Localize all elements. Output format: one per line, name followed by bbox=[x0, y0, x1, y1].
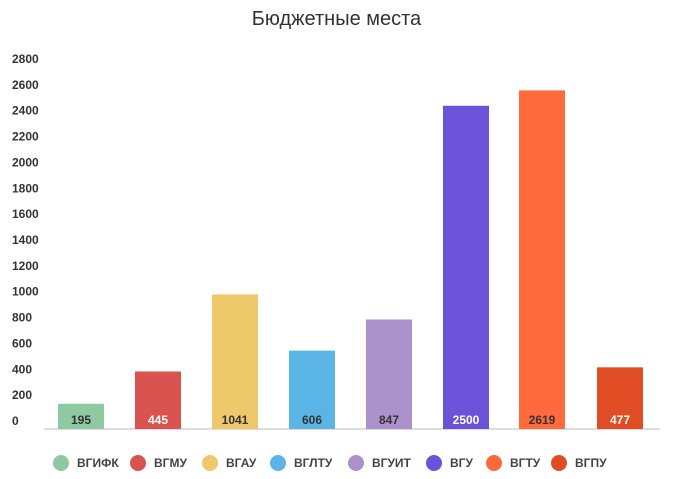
bar-ВГАУ bbox=[212, 294, 258, 429]
bar-value-label: 1041 bbox=[222, 413, 249, 427]
bar-value-label: 2500 bbox=[453, 413, 480, 427]
bar-ВГТУ bbox=[519, 90, 565, 430]
bar-ВГПУ bbox=[597, 367, 643, 429]
y-tick-label: 2400 bbox=[12, 104, 39, 118]
bar-ВГЛТУ bbox=[289, 350, 335, 429]
bar-ВГИФК bbox=[58, 403, 104, 429]
legend-item[interactable]: ВГИФК bbox=[53, 455, 119, 471]
y-tick-label: 1200 bbox=[12, 259, 39, 273]
y-tick-label: 2800 bbox=[12, 52, 39, 66]
legend-swatch bbox=[551, 455, 567, 471]
legend-swatch bbox=[348, 455, 364, 471]
chart-title: Бюджетные места bbox=[251, 8, 422, 30]
bars bbox=[58, 90, 643, 430]
legend-label: ВГУ bbox=[450, 456, 473, 470]
legend-item[interactable]: ВГАУ bbox=[202, 455, 256, 471]
bar-value-labels: 195 445 1041 606 847 2500 2619 477 bbox=[71, 413, 630, 427]
legend-label: ВГМУ bbox=[154, 456, 187, 470]
legend-swatch bbox=[486, 455, 502, 471]
legend: ВГИФК ВГМУ ВГАУ ВГЛТУ ВГУИТ ВГУ ВГТУ ВГПУ bbox=[0, 455, 673, 479]
legend-item[interactable]: ВГУИТ bbox=[348, 455, 411, 471]
y-tick-label: 0 bbox=[12, 414, 19, 428]
legend-label: ВГУИТ bbox=[372, 456, 411, 470]
y-tick-label: 2200 bbox=[12, 130, 39, 144]
y-tick-label: 1600 bbox=[12, 207, 39, 221]
y-tick-label: 2600 bbox=[12, 78, 39, 92]
legend-swatch bbox=[202, 455, 218, 471]
y-tick-label: 200 bbox=[12, 388, 32, 402]
y-tick-label: 1000 bbox=[12, 285, 39, 299]
legend-swatch bbox=[53, 455, 69, 471]
legend-label: ВГАУ bbox=[226, 456, 257, 470]
bar-value-label: 606 bbox=[302, 413, 322, 427]
bar-value-label: 2619 bbox=[529, 413, 556, 427]
y-axis-ticks: 0 200 400 600 800 1000 1200 1400 1600 1800 2000 220… bbox=[12, 52, 39, 428]
legend-label: ВГТУ bbox=[510, 456, 541, 470]
y-tick-label: 400 bbox=[12, 362, 32, 376]
legend-swatch bbox=[270, 455, 286, 471]
legend-item[interactable]: ВГЛТУ bbox=[270, 455, 332, 471]
bar-ВГМУ bbox=[135, 371, 181, 429]
legend-swatch bbox=[130, 455, 146, 471]
bar-value-label: 847 bbox=[379, 413, 399, 427]
y-tick-label: 1800 bbox=[12, 181, 39, 195]
bar-value-label: 445 bbox=[148, 413, 168, 427]
legend-label: ВГПУ bbox=[575, 456, 607, 470]
legend-item[interactable]: ВГМУ bbox=[130, 455, 187, 471]
legend-item[interactable]: ВГПУ bbox=[551, 455, 607, 471]
bar-ВГУИТ bbox=[366, 319, 412, 429]
bar-value-label: 477 bbox=[610, 413, 630, 427]
legend-label: ВГЛТУ bbox=[294, 456, 333, 470]
y-tick-label: 800 bbox=[12, 311, 32, 325]
legend-swatch bbox=[426, 455, 442, 471]
legend-label: ВГИФК bbox=[77, 456, 119, 470]
y-tick-label: 600 bbox=[12, 336, 32, 350]
y-tick-label: 2000 bbox=[12, 155, 39, 169]
bar-ВГУ bbox=[443, 105, 489, 430]
bar-value-label: 195 bbox=[71, 413, 91, 427]
y-tick-label: 1400 bbox=[12, 233, 39, 247]
legend-item[interactable]: ВГУ bbox=[426, 455, 473, 471]
legend-item[interactable]: ВГТУ bbox=[486, 455, 540, 471]
